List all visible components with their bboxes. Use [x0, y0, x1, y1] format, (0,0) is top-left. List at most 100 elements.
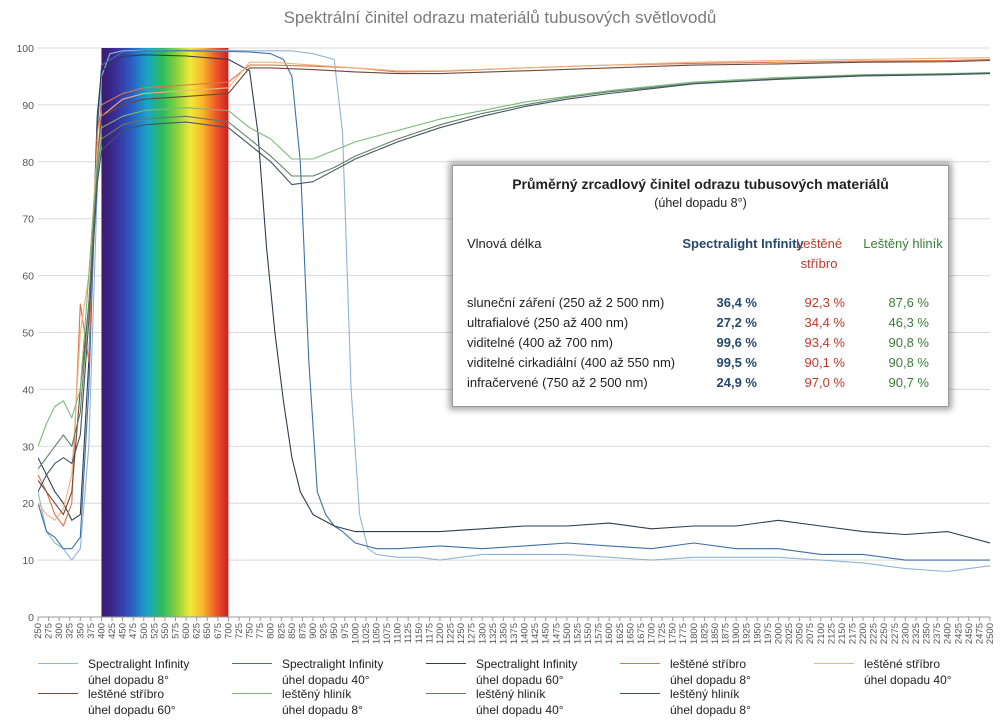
- x-tick-label: 1600: [604, 623, 615, 644]
- x-tick-label: 1425: [530, 623, 541, 644]
- row-label: sluneční záření (250 až 2 500 nm): [467, 295, 665, 310]
- x-tick-label: 875: [297, 623, 308, 639]
- x-tick-label: 275: [44, 623, 55, 639]
- x-tick-label: 450: [118, 623, 129, 639]
- x-tick-label: 1975: [763, 623, 774, 644]
- legend-swatch: [620, 693, 660, 694]
- x-tick-label: 1300: [477, 623, 488, 644]
- table-row: sluneční záření (250 až 2 500 nm) 36,4 %…: [467, 293, 937, 313]
- visible-spectrum-band: [101, 48, 229, 617]
- y-tick-label: 100: [16, 43, 34, 55]
- x-tick-label: 1950: [752, 623, 763, 644]
- x-tick-label: 1650: [625, 623, 636, 644]
- x-tick-label: 550: [160, 623, 171, 639]
- series-layer: [38, 49, 990, 573]
- legend-sublabel: úhel dopadu 40°: [476, 703, 564, 717]
- y-tick-label: 30: [22, 441, 34, 453]
- legend-label: leštěný hliník: [476, 687, 546, 701]
- legend-swatch: [426, 693, 466, 694]
- value-silver: 97,0 %: [804, 375, 845, 390]
- x-tick-label: 2025: [784, 623, 795, 644]
- row-label: infračervené (750 až 2 500 nm): [467, 375, 648, 390]
- y-tick-label: 60: [22, 271, 34, 283]
- y-tick-label: 10: [22, 555, 34, 567]
- y-tick-label: 70: [22, 214, 34, 226]
- x-tick-label: 2475: [974, 623, 985, 644]
- x-tick-label: 1550: [583, 623, 594, 644]
- x-tick-label: 825: [276, 623, 287, 639]
- x-tick-label: 2400: [943, 623, 954, 644]
- x-tick-label: 1025: [361, 623, 372, 644]
- x-tick-label: 925: [319, 623, 330, 639]
- y-tick-label: 90: [22, 100, 34, 112]
- table-row: viditelné cirkadiální (400 až 550 nm) 99…: [467, 353, 937, 373]
- x-tick-label: 1325: [488, 623, 499, 644]
- x-tick-label: 650: [202, 623, 213, 639]
- x-tick-label: 475: [128, 623, 139, 639]
- col-header-spectralight: Spectralight Infinity: [682, 236, 804, 251]
- row-label: viditelné cirkadiální (400 až 550 nm): [467, 355, 676, 370]
- legend-label: leštěný hliník: [670, 687, 740, 701]
- x-tick-label: 775: [255, 623, 266, 639]
- legend-sublabel: úhel dopadu 8°: [670, 703, 751, 717]
- x-tick-label: 1800: [689, 623, 700, 644]
- x-tick-label: 425: [107, 623, 118, 639]
- average-reflectance-box: Průměrný zrcadlový činitel odrazu tubuso…: [452, 165, 949, 407]
- value-spectralight: 24,9 %: [716, 375, 757, 390]
- legend-swatch: [426, 663, 466, 664]
- x-tick-label: 2175: [847, 623, 858, 644]
- x-tick-label: 325: [65, 623, 76, 639]
- legend: Spectralight Infinity úhel dopadu 8° Spec…: [0, 652, 1000, 720]
- value-aluminium: 46,3 %: [888, 315, 929, 330]
- value-spectralight: 27,2 %: [716, 315, 757, 330]
- value-silver: 34,4 %: [804, 315, 845, 330]
- x-tick-label: 800: [266, 623, 277, 639]
- legend-swatch: [232, 693, 272, 694]
- value-spectralight: 36,4 %: [716, 295, 757, 310]
- chart-title: Spektrální činitel odrazu materiálů tubu…: [283, 8, 717, 27]
- x-tick-label: 2350: [922, 623, 933, 644]
- value-spectralight: 99,5 %: [716, 355, 757, 370]
- legend-label: leštěný hliník: [282, 687, 352, 701]
- row-label: ultrafialové (250 až 400 nm): [467, 315, 629, 330]
- x-tick-label: 1175: [424, 623, 435, 643]
- value-aluminium: 90,8 %: [888, 355, 929, 370]
- value-silver: 92,3 %: [804, 295, 845, 310]
- x-tick-label: 2325: [911, 623, 922, 644]
- row-label: viditelné (400 až 700 nm): [467, 335, 613, 350]
- x-tick-label: 725: [234, 623, 245, 639]
- y-tick-label: 80: [22, 157, 34, 169]
- x-tick-label: 2225: [869, 623, 880, 644]
- legend-label: leštěné stříbro: [670, 657, 747, 671]
- x-tick-label: 2100: [816, 623, 827, 644]
- value-silver: 90,1 %: [804, 355, 845, 370]
- y-tick-label: 50: [22, 328, 34, 340]
- x-tick-label: 2075: [805, 623, 816, 644]
- x-tick-label: 1825: [699, 623, 710, 644]
- x-tick-label: 1675: [636, 623, 647, 644]
- x-tick-label: 2300: [900, 623, 911, 644]
- x-tick-label: 300: [54, 623, 65, 639]
- legend-sublabel: úhel dopadu 8°: [670, 673, 751, 687]
- x-tick-label: 1400: [520, 623, 531, 644]
- x-tick-label: 2000: [773, 623, 784, 644]
- series-line-9: [38, 73, 990, 493]
- x-tick-label: 1775: [678, 623, 689, 644]
- table-row: ultrafialové (250 až 400 nm) 27,2 % 34,4…: [467, 313, 937, 333]
- x-tick-label: 1250: [456, 623, 467, 644]
- legend-sublabel: úhel dopadu 40°: [864, 673, 952, 687]
- table-row: infračervené (750 až 2 500 nm) 24,9 % 97…: [467, 373, 937, 393]
- x-tick-label: 1875: [721, 623, 732, 644]
- table-row: viditelné (400 až 700 nm) 99,6 % 93,4 % …: [467, 333, 937, 353]
- x-tick-label: 675: [213, 623, 224, 639]
- x-tick-label: 975: [340, 623, 351, 639]
- x-tick-label: 2200: [858, 623, 869, 644]
- legend-sublabel: úhel dopadu 60°: [476, 673, 564, 687]
- col-header-aluminium: Leštěný hliník: [863, 236, 943, 251]
- x-tick-label: 1350: [498, 623, 509, 644]
- y-tick-label: 20: [22, 498, 34, 510]
- x-tick-label: 1275: [467, 623, 478, 644]
- legend-sublabel: úhel dopadu 40°: [282, 673, 370, 687]
- value-aluminium: 90,8 %: [888, 335, 929, 350]
- x-tick-label: 1150: [414, 623, 425, 643]
